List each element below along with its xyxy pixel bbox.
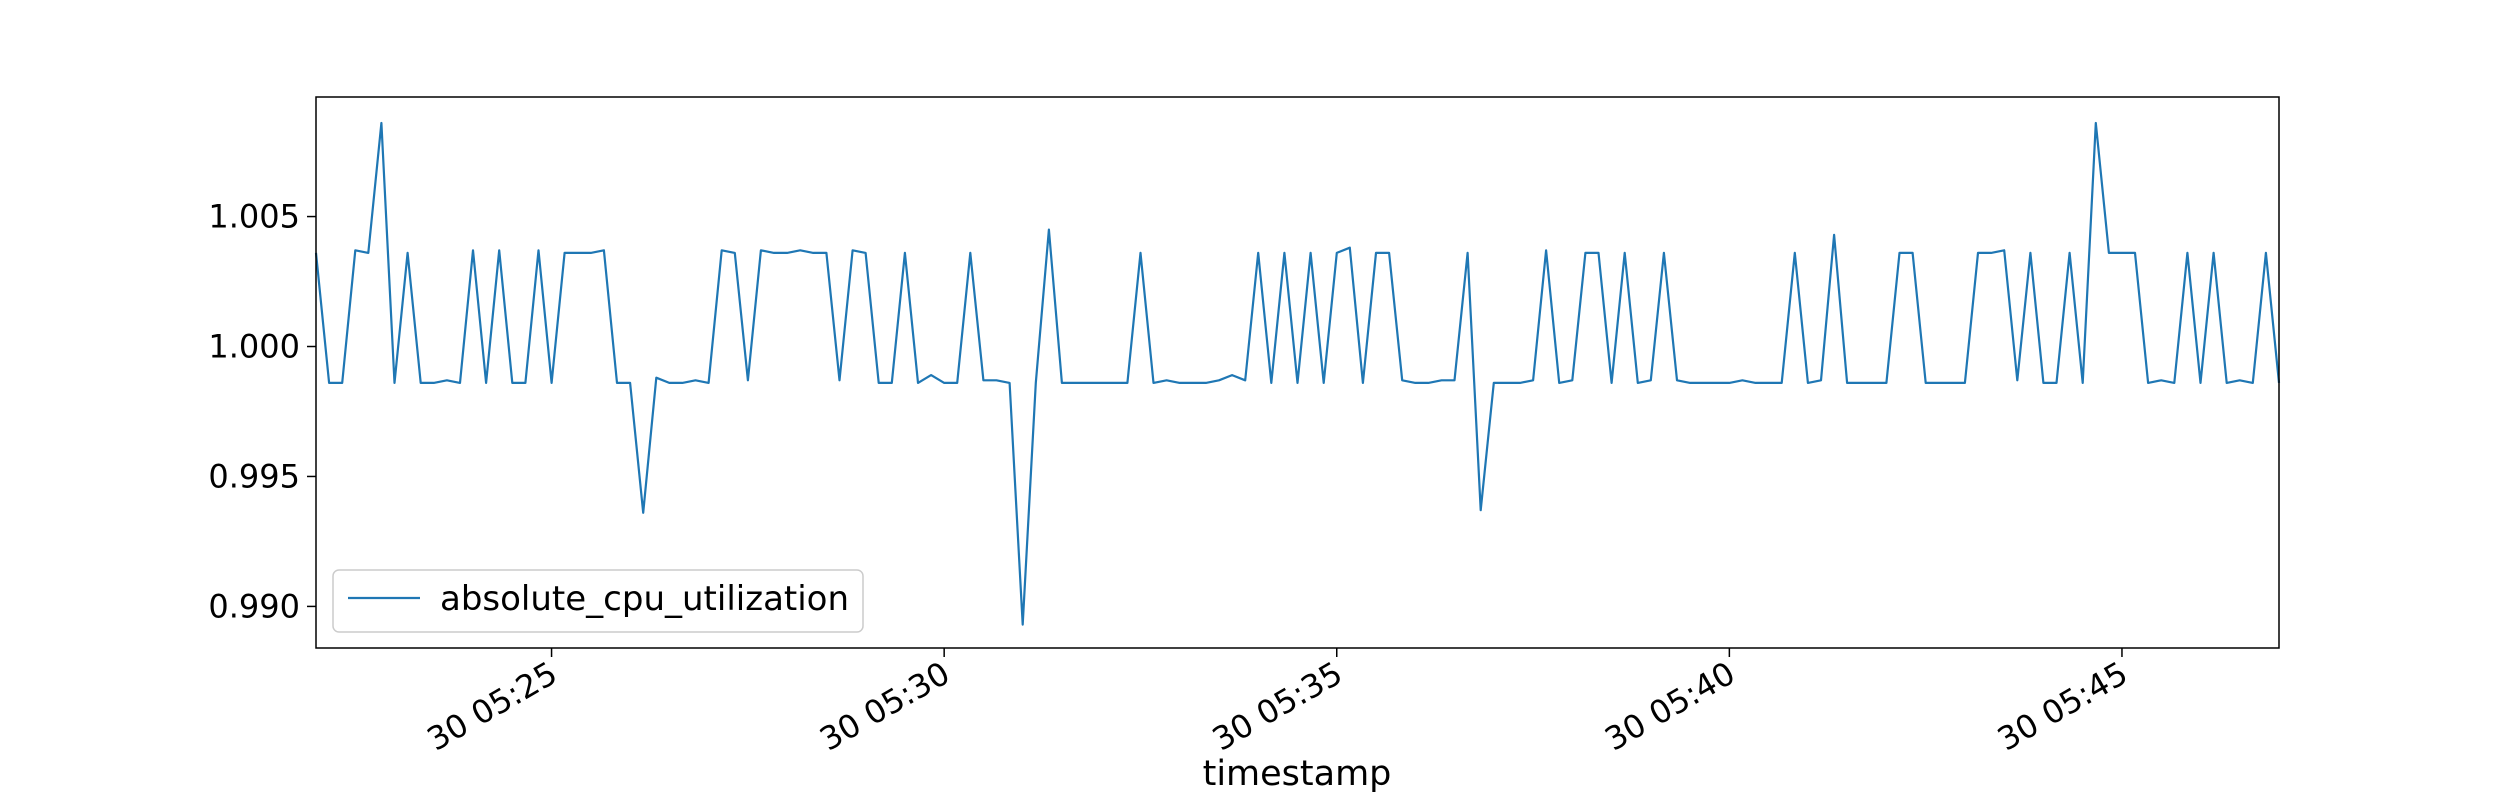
y-tick-label: 0.995 (208, 457, 300, 495)
x-axis-label: timestamp (1203, 754, 1392, 794)
legend-entry-absolute-cpu-utilization: absolute_cpu_utilization (440, 579, 849, 619)
plot-frame (315, 96, 2280, 649)
series-line-absolute-cpu-utilization (314, 121, 2281, 626)
y-tick-label: 1.000 (208, 328, 300, 366)
legend: absolute_cpu_utilization (332, 569, 864, 633)
y-axis: 0.990 0.995 1.000 1.005 (208, 198, 316, 625)
y-tick-label: 0.990 (208, 587, 300, 625)
y-tick-label: 1.005 (208, 198, 300, 236)
series-layer (314, 121, 2281, 626)
legend-box (332, 569, 864, 633)
